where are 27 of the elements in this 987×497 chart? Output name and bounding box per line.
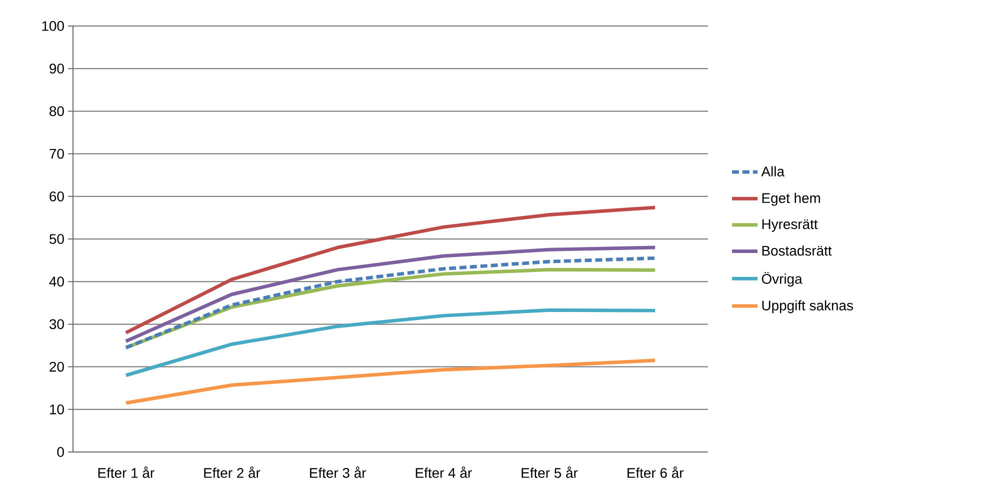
x-tick-label: Efter 4 år bbox=[416, 466, 472, 478]
y-tick-label: 60 bbox=[50, 191, 64, 202]
line-series bbox=[124, 308, 657, 378]
legend-label: Bostadsrätt bbox=[762, 245, 832, 256]
y-tick-label: 50 bbox=[50, 234, 64, 244]
y-tick-label: 90 bbox=[50, 64, 64, 74]
line-series bbox=[124, 206, 657, 334]
legend-label: Övriga bbox=[762, 272, 802, 287]
y-tick-label: 80 bbox=[50, 106, 64, 116]
y-tick-label: 100 bbox=[42, 21, 64, 31]
legend-label: Alla bbox=[761, 166, 784, 176]
y-tick-label: 70 bbox=[50, 148, 64, 159]
y-tick-label: 40 bbox=[49, 276, 64, 287]
line-series bbox=[124, 246, 657, 343]
x-tick-label: Efter 3 år bbox=[310, 466, 366, 478]
legend-label: Eget hem bbox=[762, 192, 820, 206]
x-tick-label: Efter 5 år bbox=[522, 466, 578, 478]
y-tick-label: 10 bbox=[50, 404, 64, 414]
legend-label: Hyresrätt bbox=[762, 219, 818, 232]
x-tick-label: Efter 1 år bbox=[98, 466, 154, 478]
y-tick-label: 0 bbox=[57, 447, 64, 457]
x-tick-label: Efter 6 år bbox=[628, 466, 684, 478]
y-tick-label: 20 bbox=[50, 362, 64, 372]
x-tick-label: Efter 2 år bbox=[204, 466, 260, 478]
line-series bbox=[124, 358, 657, 405]
legend-label: Uppgift saknas bbox=[762, 300, 853, 314]
y-tick-label: 30 bbox=[49, 319, 64, 330]
